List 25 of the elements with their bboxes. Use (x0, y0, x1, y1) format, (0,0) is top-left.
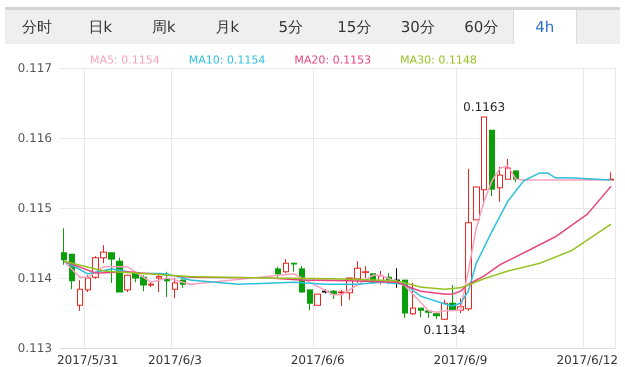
text: 月k (214, 17, 240, 38)
x-tick-label: 2017/6/3 (148, 353, 202, 367)
annotation: 0.1163 (463, 100, 506, 114)
annotation: 0.1134 (424, 323, 466, 337)
text: 60分 (463, 17, 500, 38)
y-tick-label: 0.113 (18, 341, 52, 355)
text: MA20: 0.1153 (294, 54, 372, 66)
text: MA5: 0.1154 (90, 54, 160, 66)
y-tick-label: 0.115 (18, 201, 52, 215)
x-tick-label: 2017/6/9 (433, 353, 488, 367)
text: MA30: 0.1148 (400, 54, 477, 66)
y-tick-label: 0.116 (18, 131, 52, 145)
text: 4h (513, 10, 576, 44)
x-tick-label: 2017/5/31 (56, 353, 119, 367)
text: 15分 (336, 17, 372, 38)
text: 日k (87, 17, 114, 38)
y-tick-label: 0.114 (18, 271, 52, 285)
y-tick-label: 0.117 (18, 61, 52, 75)
text: 30分 (400, 17, 436, 38)
x-tick-label: 2017/6/12 (556, 353, 618, 367)
text: MA10: 0.1154 (188, 54, 266, 66)
text: 分时 (20, 17, 53, 38)
text: 5分 (277, 17, 304, 38)
x-tick-label: 2017/6/6 (290, 353, 345, 367)
text: 周k (150, 17, 177, 38)
